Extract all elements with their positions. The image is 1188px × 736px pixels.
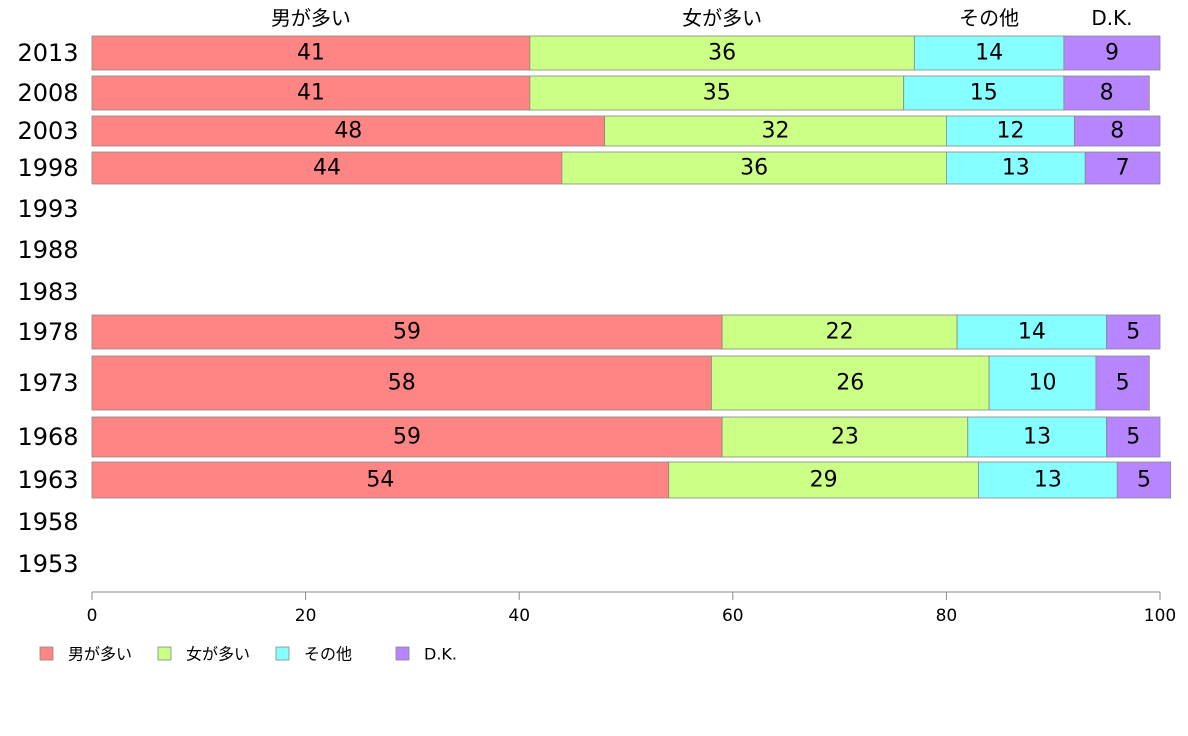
legend-swatch-3 — [395, 646, 410, 661]
bar-value-2003-s0: 48 — [334, 119, 362, 144]
bar-1963-s2 — [978, 461, 1118, 499]
bar-1978-s2 — [956, 314, 1108, 350]
bar-2008-s1 — [529, 75, 905, 111]
bars: 41 36 14 9 41 35 15 8 48 32 12 8 44 36 13 7 59 22 14 5 58 26 1… — [91, 35, 1172, 499]
bar-value-1968-s0: 59 — [393, 425, 421, 450]
series-header-3: D.K. — [1091, 6, 1132, 30]
category-label-1998: 1998 — [17, 154, 78, 182]
category-label-2003: 2003 — [17, 117, 78, 145]
x-tick-label-60: 60 — [722, 606, 744, 626]
bar-value-1978-s0: 59 — [393, 320, 421, 345]
bar-value-1978-s2: 14 — [1018, 320, 1046, 345]
bar-1978-s0 — [91, 314, 723, 350]
bar-value-2008-s1: 35 — [703, 81, 731, 106]
category-label-1968: 1968 — [17, 423, 78, 451]
bar-2013-s3 — [1063, 35, 1161, 71]
category-label-1993: 1993 — [17, 195, 78, 223]
category-label-1988: 1988 — [17, 236, 78, 264]
legend-label-1: 女が多い — [186, 645, 250, 664]
series-header-labels: 男が多い 女が多い その他 D.K. — [271, 6, 1133, 30]
bar-1963-s3 — [1116, 461, 1172, 499]
bar-value-1963-s1: 29 — [810, 468, 838, 493]
bar-value-1968-s1: 23 — [831, 425, 859, 450]
x-axis: 0 20 40 60 80 100 — [87, 591, 1176, 626]
bar-2013-s2 — [913, 35, 1065, 71]
bar-value-2008-s0: 41 — [297, 81, 325, 106]
bar-1973-s1 — [711, 355, 990, 411]
bar-1998-s1 — [561, 151, 947, 185]
bar-value-2013-s1: 36 — [708, 41, 736, 66]
category-label-1963: 1963 — [17, 466, 78, 494]
legend-swatch-2 — [275, 646, 290, 661]
bar-value-1973-s0: 58 — [388, 371, 416, 396]
bar-1973-s2 — [988, 355, 1097, 411]
bar-value-1963-s2: 13 — [1034, 468, 1062, 493]
bar-value-1963-s0: 54 — [366, 468, 394, 493]
legend-swatch-1 — [157, 646, 172, 661]
bar-value-2013-s3: 9 — [1105, 41, 1119, 66]
bar-1973-s3 — [1095, 355, 1150, 411]
x-tick-label-20: 20 — [295, 606, 317, 626]
category-label-1983: 1983 — [17, 278, 78, 306]
legend-label-2: その他 — [304, 645, 352, 664]
legend-label-3: D.K. — [424, 645, 457, 664]
bar-value-1963-s3: 5 — [1137, 468, 1151, 493]
bar-value-1968-s2: 13 — [1023, 425, 1051, 450]
category-label-1978: 1978 — [17, 318, 78, 346]
bar-2013-s1 — [529, 35, 915, 71]
legend-swatch-0 — [39, 646, 54, 661]
bar-value-2003-s3: 8 — [1110, 119, 1124, 144]
bar-2008-s3 — [1063, 75, 1150, 111]
bar-value-1998-s3: 7 — [1116, 156, 1130, 181]
bar-value-1978-s1: 22 — [826, 320, 854, 345]
bar-1968-s3 — [1106, 416, 1161, 458]
bar-value-2008-s3: 8 — [1100, 81, 1114, 106]
bar-1978-s1 — [721, 314, 958, 350]
series-header-2: その他 — [959, 6, 1019, 30]
bar-value-1968-s3: 5 — [1126, 425, 1140, 450]
bar-2013-s0 — [91, 35, 531, 71]
x-tick-label-0: 0 — [87, 606, 98, 626]
category-label-1958: 1958 — [17, 508, 78, 536]
x-tick-label-80: 80 — [936, 606, 958, 626]
bar-value-1998-s2: 13 — [1002, 156, 1030, 181]
bar-2008-s0 — [91, 75, 531, 111]
bar-value-2013-s0: 41 — [297, 41, 325, 66]
category-labels: 2013 2008 2003 1998 1993 1988 1983 1978 1973 1968… — [17, 39, 78, 578]
bar-value-1973-s3: 5 — [1116, 371, 1130, 396]
bar-1998-s0 — [91, 151, 563, 185]
bar-1998-s3 — [1084, 151, 1161, 185]
bar-value-2003-s1: 32 — [762, 119, 790, 144]
x-tick-label-100: 100 — [1144, 606, 1176, 626]
bar-value-2003-s2: 12 — [996, 119, 1024, 144]
bar-1963-s0 — [91, 461, 670, 499]
bar-1968-s2 — [967, 416, 1108, 458]
bar-value-1978-s3: 5 — [1126, 320, 1140, 345]
bar-2003-s0 — [91, 115, 606, 147]
x-tick-label-40: 40 — [508, 606, 530, 626]
category-label-2008: 2008 — [17, 79, 78, 107]
bar-1968-s0 — [91, 416, 723, 458]
category-label-2013: 2013 — [17, 39, 78, 67]
bar-2003-s1 — [604, 115, 947, 147]
series-header-0: 男が多い — [271, 6, 351, 30]
bar-2008-s2 — [903, 75, 1065, 111]
legend-label-0: 男が多い — [68, 645, 132, 664]
bar-value-1973-s1: 26 — [836, 371, 864, 396]
category-label-1953: 1953 — [17, 550, 78, 578]
bar-2003-s3 — [1074, 115, 1161, 147]
series-header-1: 女が多い — [682, 6, 762, 30]
bar-value-2008-s2: 15 — [970, 81, 998, 106]
bar-1978-s3 — [1106, 314, 1161, 350]
bar-value-1973-s2: 10 — [1029, 371, 1057, 396]
bar-1973-s0 — [91, 355, 712, 411]
category-label-1973: 1973 — [17, 369, 78, 397]
bar-value-2013-s2: 14 — [975, 41, 1003, 66]
legend: 男が多い 女が多い その他 D.K. — [39, 645, 457, 664]
bar-value-1998-s1: 36 — [740, 156, 768, 181]
bar-value-1998-s0: 44 — [313, 156, 341, 181]
